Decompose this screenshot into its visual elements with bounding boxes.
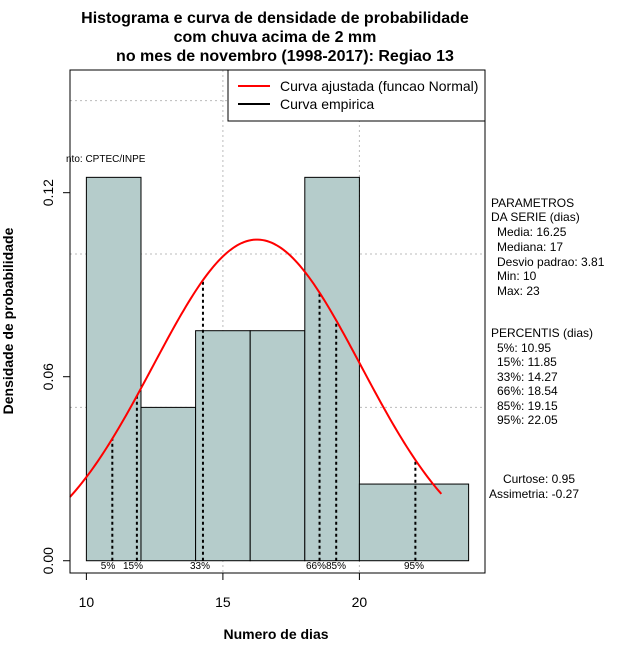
param-min: Min: 10 [497,269,537,283]
param-mean: Media: 16.25 [497,225,567,239]
histogram-bar-0 [85,176,142,562]
normal-curve [69,238,443,498]
percentile-95: 95%: 22.05 [497,413,558,427]
chart-title-line-1: Histograma e curva de densidade de proba… [81,10,469,27]
axes: 10 15 20 0.00 0.06 0.12 [40,179,367,610]
percentile-line-label-5: 95% [404,561,424,572]
histogram-bars [85,176,470,562]
legend: Curva ajustada (funcao Normal) Curva emp… [227,69,486,122]
percentile-line-label-2: 33% [190,561,210,572]
percentile-85: 85%: 19.15 [497,399,558,413]
percentile-line-label-1: 15% [123,561,143,572]
legend-box [227,69,486,122]
kurtosis: Curtose: 0.95 [503,472,575,486]
y-tick-label-0: 0.00 [40,547,56,574]
histogram-bar-4 [304,176,360,562]
x-tick-label-1: 15 [215,594,231,610]
y-tick-label-1: 0.06 [40,363,56,390]
x-tick-label-2: 20 [352,594,368,610]
x-axis-title: Numero de dias [223,626,328,642]
percentiles-panel: PERCENTIS (dias) 5%: 10.95 15%: 11.85 33… [491,326,593,427]
percentile-line-label-3: 66% [306,561,326,572]
histogram-bar-1 [140,406,197,562]
legend-label-empirical: Curva empirica [280,96,374,112]
y-tick-label-2: 0.12 [40,179,56,206]
chart-title-line-3: no mes de novembro (1998-2017): Regiao 1… [116,48,454,65]
percentile-line-label-0: 5% [101,561,116,572]
y-axis-title: Densidade de probabilidade [0,227,16,414]
percentile-66: 66%: 18.54 [497,384,558,398]
x-tick-label-0: 10 [79,594,95,610]
param-max: Max: 23 [497,284,540,298]
chart-title-line-2: com chuva acima de 2 mm [174,29,377,46]
parameters-panel: PARAMETROS DA SERIE (dias) Media: 16.25 … [491,196,605,298]
histogram-bar-5 [358,483,470,562]
histogram-bar-3 [249,330,306,562]
percentile-5: 5%: 10.95 [497,341,551,355]
percentile-labels: 5% 15% 33% 66% 85% 95% [101,561,424,572]
param-median: Mediana: 17 [497,240,563,254]
parameters-heading-1: PARAMETROS [491,196,574,210]
percentile-line-label-4: 85% [326,561,346,572]
percentiles-heading: PERCENTIS (dias) [491,326,593,340]
source-note: nto: CPTEC/INPE [66,154,146,165]
percentile-33: 33%: 14.27 [497,370,558,384]
percentile-lines [111,280,417,561]
shape-panel: Curtose: 0.95 Assimetria: -0.27 [489,472,579,501]
param-sd: Desvio padrao: 3.81 [497,255,605,269]
legend-label-fit: Curva ajustada (funcao Normal) [280,78,478,94]
parameters-heading-2: DA SERIE (dias) [491,210,580,224]
percentile-15: 15%: 11.85 [497,355,557,369]
skewness: Assimetria: -0.27 [489,487,579,501]
normal-fit-curve [69,238,443,498]
